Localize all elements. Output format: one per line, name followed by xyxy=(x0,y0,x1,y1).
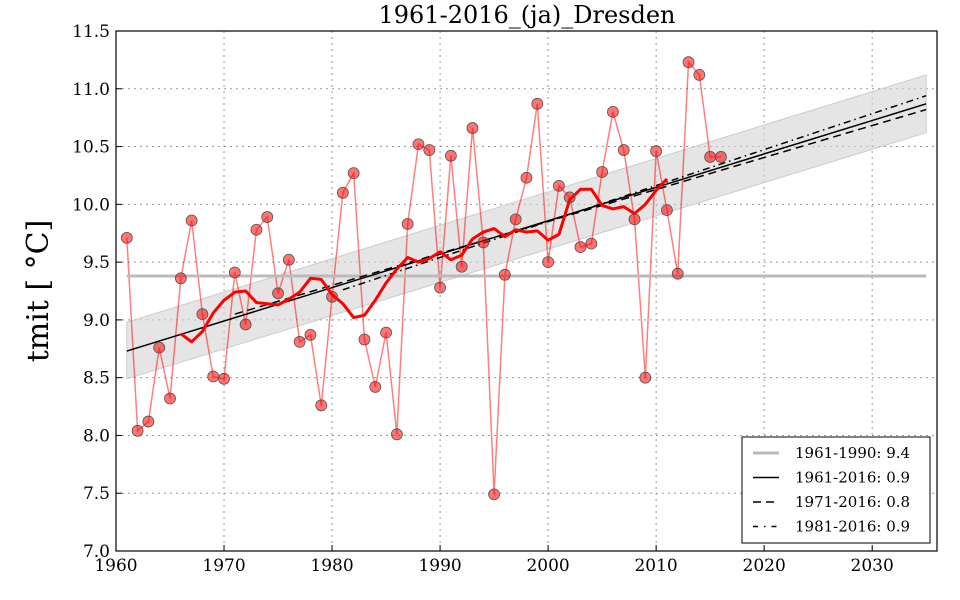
data-point xyxy=(509,213,522,226)
data-point xyxy=(650,145,663,158)
legend-label: 1971-2016: 0.8 xyxy=(795,493,910,511)
legend-box xyxy=(741,436,931,544)
data-point xyxy=(358,333,371,346)
plot-frame xyxy=(115,30,938,552)
data-point xyxy=(585,237,598,250)
y-ticks: 7.0 7.5 8.0 8.5 9.0 9.5 10.0 10.5 11.0 11.5 xyxy=(72,22,122,562)
series-lines xyxy=(126,60,927,495)
data-point xyxy=(315,399,328,412)
data-point xyxy=(250,223,263,236)
data-point xyxy=(693,69,706,81)
chart-title: 1961-2016_(ja)_Dresden xyxy=(379,1,676,29)
data-point xyxy=(488,488,500,501)
data-point xyxy=(596,166,609,178)
x-tick-label: 2020 xyxy=(743,556,786,576)
data-point xyxy=(412,138,425,151)
y-tick-label: 7.0 xyxy=(83,542,110,562)
data-point xyxy=(444,149,457,162)
data-point xyxy=(120,231,133,244)
data-point xyxy=(617,144,630,156)
y-tick-label: 8.5 xyxy=(83,369,110,389)
y-tick-label: 10.0 xyxy=(72,195,110,215)
y-tick-label: 9.0 xyxy=(83,311,110,331)
data-point xyxy=(715,151,727,163)
data-point xyxy=(347,167,360,180)
y-tick-label: 7.5 xyxy=(83,484,110,504)
y-axis-label: tmit [ °C] xyxy=(21,220,56,363)
x-tick-label: 1990 xyxy=(418,556,461,576)
data-point xyxy=(185,214,198,227)
x-tick-label: 1970 xyxy=(202,556,245,576)
data-point xyxy=(520,171,533,184)
data-point xyxy=(682,56,695,69)
data-point xyxy=(261,211,274,223)
x-ticks: 1960 1970 1980 1990 2000 2010 2020 2030 xyxy=(94,545,894,576)
data-point xyxy=(174,272,187,285)
x-tick-label: 2000 xyxy=(526,556,569,576)
y-tick-label: 11.0 xyxy=(72,80,110,100)
data-point xyxy=(369,381,382,393)
x-tick-label: 1980 xyxy=(310,556,353,576)
data-point xyxy=(553,179,565,192)
data-point xyxy=(401,218,414,230)
data-point xyxy=(380,326,392,339)
y-tick-label: 8.0 xyxy=(83,426,110,446)
data-point xyxy=(272,287,284,300)
data-point xyxy=(531,97,544,110)
y-tick-label: 10.5 xyxy=(72,138,110,158)
data-point xyxy=(477,236,490,249)
data-point xyxy=(153,341,166,354)
annual-series-line xyxy=(126,60,721,495)
data-point xyxy=(282,253,295,266)
running-mean-line xyxy=(179,177,669,344)
data-point xyxy=(455,260,468,273)
legend-label: 1981-2016: 0.9 xyxy=(795,518,910,536)
data-point xyxy=(607,105,619,118)
data-point xyxy=(326,290,338,303)
data-point xyxy=(336,186,349,199)
data-point xyxy=(228,266,241,279)
data-point xyxy=(239,318,252,331)
data-point xyxy=(164,392,176,405)
data-point xyxy=(434,281,446,294)
data-point xyxy=(390,428,403,441)
data-point xyxy=(661,204,673,217)
data-point xyxy=(196,308,209,321)
trend-line xyxy=(234,108,927,315)
data-point xyxy=(131,424,144,437)
data-point xyxy=(628,213,641,226)
trend-line xyxy=(342,94,927,291)
x-tick-label: 1960 xyxy=(94,556,137,576)
data-point xyxy=(704,151,717,163)
x-tick-label: 2030 xyxy=(851,556,894,576)
data-point xyxy=(207,370,220,383)
data-point xyxy=(218,372,230,385)
legend-label: 1961-1990: 9.4 xyxy=(795,444,910,462)
data-point xyxy=(574,241,587,253)
data-points xyxy=(120,56,727,501)
data-point xyxy=(293,335,306,348)
data-point xyxy=(423,144,436,156)
data-point xyxy=(542,256,555,269)
legend: 1961-1990: 9.4 1961-2016: 0.9 1971-2016: 0… xyxy=(741,436,931,544)
data-point xyxy=(466,122,479,134)
legend-label: 1961-2016: 0.9 xyxy=(795,469,910,487)
data-point xyxy=(671,267,684,280)
data-point xyxy=(498,268,511,281)
data-point xyxy=(304,329,317,341)
data-point xyxy=(639,371,652,384)
y-tick-label: 9.5 xyxy=(83,253,110,273)
x-tick-label: 2010 xyxy=(634,556,677,576)
data-point xyxy=(142,415,155,428)
y-tick-label: 11.5 xyxy=(72,22,110,42)
data-point xyxy=(563,191,576,204)
